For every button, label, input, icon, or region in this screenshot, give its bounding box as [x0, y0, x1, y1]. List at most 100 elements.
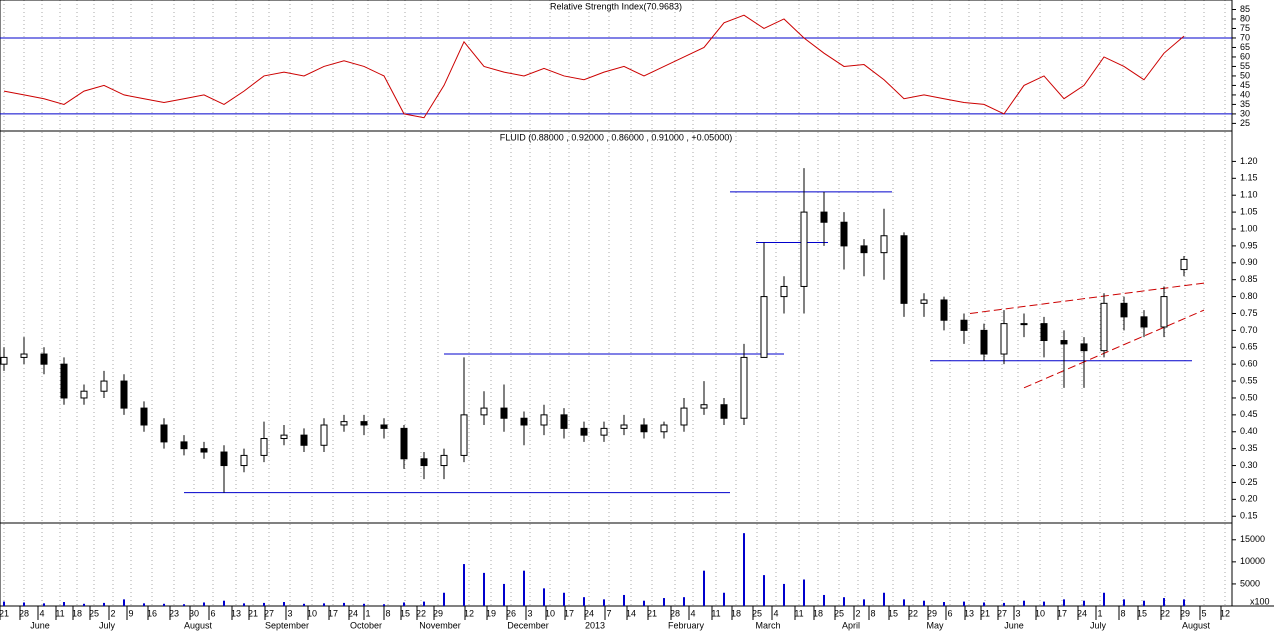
- x-day-label: 19: [486, 608, 496, 618]
- x-day-label: 29: [433, 608, 443, 618]
- candle-body: [1140, 316, 1148, 328]
- x-day-label: 3: [1015, 608, 1020, 618]
- x-day-label: 18: [72, 608, 82, 618]
- x-day-label: 21: [647, 608, 657, 618]
- x-day-label: 22: [1160, 608, 1170, 618]
- x-day-label: 25: [752, 608, 762, 618]
- x-day-label: 11: [55, 608, 64, 618]
- x-day-label: 10: [545, 608, 555, 618]
- x-day-label: 17: [564, 608, 574, 618]
- candle-body: [980, 329, 988, 355]
- y-tick-label: 0.70: [1240, 325, 1258, 335]
- x-month-label: August: [184, 620, 213, 630]
- x-day-label: 4: [690, 608, 695, 618]
- x-day-label: 18: [731, 608, 741, 618]
- y-tick-label: 25: [1240, 118, 1250, 128]
- candle-body: [340, 421, 348, 426]
- x-month-label: February: [668, 620, 705, 630]
- candle-body: [560, 414, 568, 429]
- candle-body: [500, 407, 508, 419]
- x-day-label: 24: [1077, 608, 1087, 618]
- x-day-label: 29: [927, 608, 937, 618]
- x-day-label: 6: [947, 608, 952, 618]
- x-day-label: 28: [670, 608, 680, 618]
- x-month-label: July: [99, 620, 116, 630]
- x-month-label: October: [350, 620, 382, 630]
- candle-body: [1120, 302, 1128, 318]
- candle-body: [1180, 258, 1188, 271]
- candle-body: [580, 427, 588, 436]
- y-tick-label: 1.20: [1240, 156, 1258, 166]
- y-tick-label: 0.25: [1240, 477, 1258, 487]
- candle-body: [1100, 302, 1108, 352]
- y-tick-label: 10000: [1240, 556, 1265, 566]
- x-day-label: 13: [231, 608, 241, 618]
- candle-body: [360, 421, 368, 426]
- y-tick-label: 0.15: [1240, 511, 1258, 521]
- x-day-label: 15: [888, 608, 898, 618]
- x-day-label: 29: [1180, 608, 1190, 618]
- candle-body: [520, 417, 528, 426]
- x-day-label: 2: [855, 608, 860, 618]
- candle-body: [200, 448, 208, 453]
- x-day-label: 15: [400, 608, 410, 618]
- candle-body: [440, 454, 448, 467]
- candle-body: [80, 390, 88, 399]
- candle-body: [680, 407, 688, 426]
- x-day-label: 4: [773, 608, 778, 618]
- candle-body: [800, 211, 808, 287]
- candle-body: [660, 424, 668, 433]
- candle-body: [100, 380, 108, 392]
- x-day-label: 12: [464, 608, 474, 618]
- x-day-label: 5: [1201, 608, 1206, 618]
- x-month-label: June: [1004, 620, 1024, 630]
- candle-body: [1020, 323, 1028, 326]
- y-tick-label: 1.10: [1240, 190, 1258, 200]
- y-tick-label: 0.75: [1240, 308, 1258, 318]
- x-day-label: 13: [964, 608, 974, 618]
- candle-body: [180, 441, 188, 450]
- x-day-label: 28: [19, 608, 29, 618]
- candle-body: [220, 451, 228, 467]
- candle-body: [320, 424, 328, 446]
- x-day-label: 24: [348, 608, 358, 618]
- x-day-label: 1: [365, 608, 370, 618]
- y-tick-label: 0.45: [1240, 409, 1258, 419]
- x-day-label: 3: [287, 608, 292, 618]
- x-day-label: 3: [527, 608, 532, 618]
- y-tick-label: 50: [1240, 70, 1250, 80]
- y-tick-label: 1.00: [1240, 223, 1258, 233]
- y-tick-label: 0.20: [1240, 494, 1258, 504]
- x-month-label: December: [507, 620, 549, 630]
- y-tick-label: 0.95: [1240, 240, 1258, 250]
- candle-body: [720, 404, 728, 419]
- y-tick-label: 1.05: [1240, 206, 1258, 216]
- x-day-label: 21: [980, 608, 990, 618]
- x-day-label: 26: [506, 608, 516, 618]
- candle-body: [60, 363, 68, 399]
- candle-body: [120, 380, 128, 409]
- x-month-label: September: [265, 620, 309, 630]
- unit-label: x100: [1250, 596, 1270, 606]
- x-day-label: 15: [1137, 608, 1147, 618]
- candle-body: [880, 235, 888, 254]
- candle-body: [160, 424, 168, 443]
- candle-body: [40, 353, 48, 365]
- x-day-label: 25: [89, 608, 99, 618]
- y-tick-label: 0.90: [1240, 257, 1258, 267]
- x-day-label: 6: [210, 608, 215, 618]
- x-month-label: August: [1182, 620, 1211, 630]
- candle-body: [1040, 323, 1048, 342]
- candle-body: [900, 235, 908, 304]
- y-tick-label: 60: [1240, 51, 1250, 61]
- candle-body: [280, 434, 288, 440]
- candle-body: [600, 427, 608, 436]
- x-day-label: 18: [813, 608, 823, 618]
- candle-body: [780, 285, 788, 298]
- candle-body: [300, 434, 308, 446]
- x-day-label: 14: [626, 608, 636, 618]
- x-day-label: 22: [908, 608, 918, 618]
- y-tick-label: 15000: [1240, 534, 1265, 544]
- candle-body: [260, 438, 268, 456]
